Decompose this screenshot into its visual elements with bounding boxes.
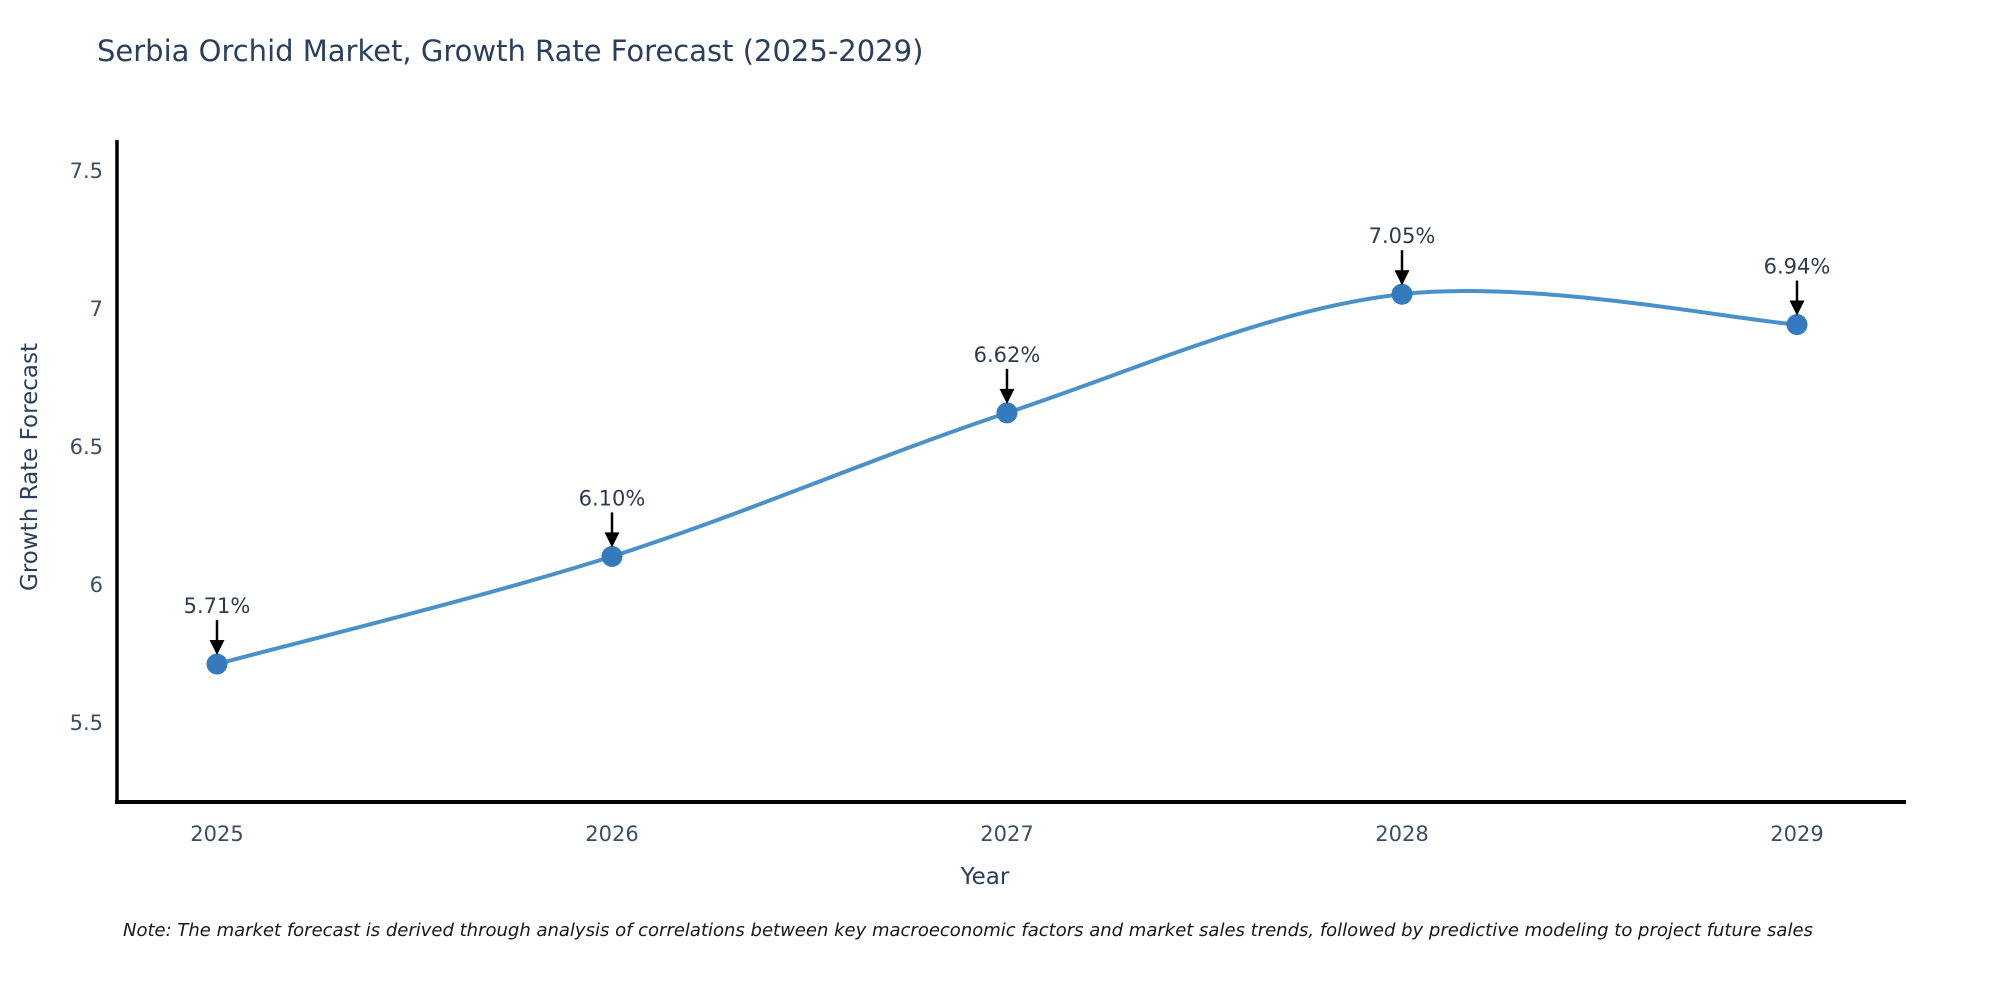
x-axis-title: Year [960,864,1010,890]
y-tick-label: 7 [90,297,103,321]
point-label: 7.05% [1369,224,1436,248]
x-tick-label: 2025 [190,822,243,846]
y-axis-title: Growth Rate Forecast [17,343,43,591]
point-label: 5.71% [184,594,251,618]
x-tick-label: 2026 [585,822,638,846]
chart-title: Serbia Orchid Market, Growth Rate Foreca… [97,34,924,68]
point-label: 6.62% [974,343,1041,367]
footnote: Note: The market forecast is derived thr… [123,920,1813,941]
x-tick-label: 2027 [980,822,1033,846]
data-point [996,402,1018,424]
x-tick-label: 2029 [1770,822,1823,846]
annotation-arrow-head [1789,300,1805,316]
y-tick-label: 5.5 [70,711,103,735]
y-tick-label: 6 [90,573,103,597]
data-point [1391,283,1413,305]
annotation-arrow-head [604,532,620,548]
annotation-arrow-head [209,640,225,656]
y-tick-label: 7.5 [70,159,103,183]
data-point [206,653,228,675]
annotation-arrow-head [1394,270,1410,286]
point-label: 6.10% [579,486,646,510]
annotation-arrow-head [999,388,1015,404]
y-tick-label: 6.5 [70,435,103,459]
data-point [601,545,623,567]
x-tick-label: 2028 [1375,822,1428,846]
point-label: 6.94% [1764,255,1831,279]
data-point [1786,314,1808,336]
